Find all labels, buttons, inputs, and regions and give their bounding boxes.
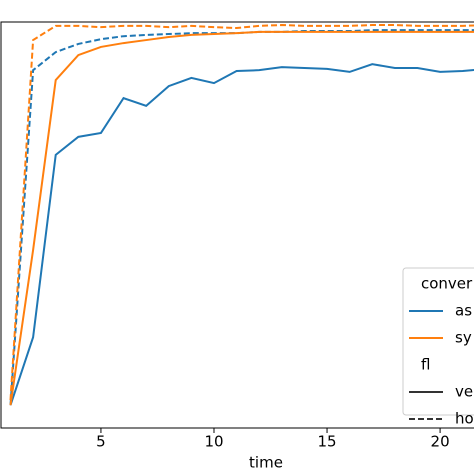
x-tick-label: 10 (204, 433, 223, 451)
legend-title: fl (421, 356, 430, 374)
x-tick-label: 15 (317, 433, 336, 451)
series-line (9, 24, 474, 401)
legend-label: as (455, 302, 472, 320)
x-tick-label: 20 (431, 433, 450, 451)
legend-label: ve (455, 383, 473, 401)
legend-label: ho (455, 410, 474, 428)
series-line (9, 63, 474, 406)
legend-label: sy (455, 329, 472, 347)
plot-area (9, 24, 474, 406)
series-line (9, 30, 474, 406)
legend-title: conver (421, 275, 473, 293)
x-tick-label: 5 (96, 433, 106, 451)
x-axis-label: time (249, 454, 283, 472)
legend-box (402, 267, 474, 416)
plot-frame (0, 21, 474, 429)
